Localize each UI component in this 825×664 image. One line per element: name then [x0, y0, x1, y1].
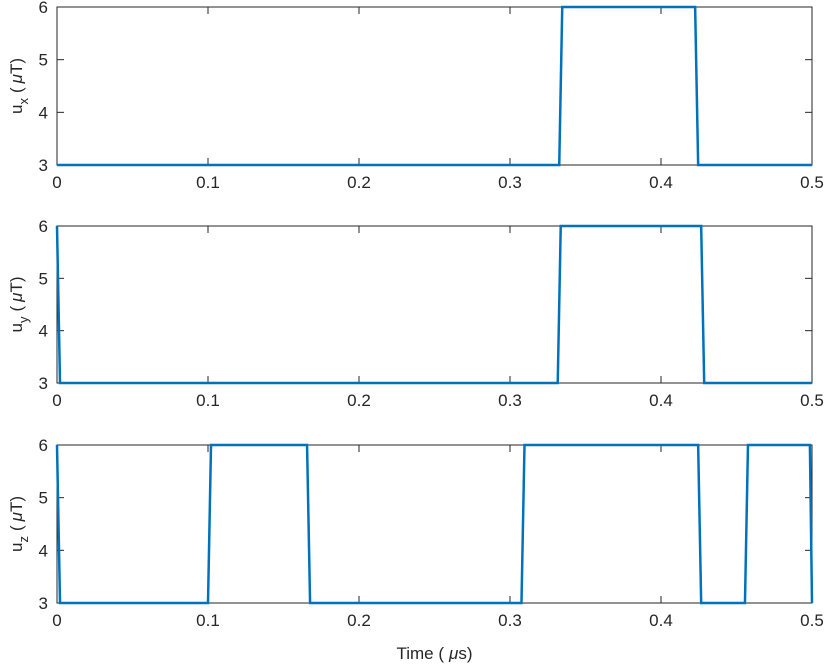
x-tick-label: 0.4: [649, 391, 673, 410]
y-axis-label-main: u: [7, 105, 26, 114]
y-axis-label-mu: μ: [7, 511, 26, 522]
x-tick-label: 0.3: [498, 391, 522, 410]
x-tick-label: 0.5: [800, 611, 824, 630]
series-line: [55, 443, 814, 605]
y-tick-label: 6: [39, 436, 48, 455]
x-tick-label: 0: [52, 173, 61, 192]
x-axis-label: Time (μs): [396, 644, 472, 663]
y-tick-label: 5: [39, 51, 48, 70]
y-tick-label: 4: [39, 103, 48, 122]
subplot-2: 0 0.1 0.2 0.3 0.4 0.5 3 4 5 6 uy ( μT): [7, 217, 824, 410]
x-tick-label: 0.2: [347, 391, 371, 410]
y-axis-label-unit: T): [7, 496, 26, 512]
y-axis-label: ux ( μT): [7, 58, 31, 114]
x-tick-label: 0.5: [800, 391, 824, 410]
y-axis-label-mu: μ: [7, 292, 26, 303]
y-axis-label-paren: (: [7, 306, 26, 312]
y-axis-label-unit: T): [7, 276, 26, 292]
y-axis-label-subscript: x: [16, 98, 31, 105]
y-axis-label-mu: μ: [7, 73, 26, 84]
x-tick-label: 0: [52, 611, 61, 630]
x-tick-label: 0: [52, 391, 61, 410]
y-axis-label-main: u: [7, 323, 26, 332]
y-tick-label: 3: [39, 374, 48, 393]
y-tick-label: 3: [39, 594, 48, 613]
y-axis-label-paren: (: [7, 87, 26, 93]
series-line: [57, 5, 812, 167]
x-axis-label-prefix: Time (: [396, 644, 444, 663]
y-axis-label-unit: T): [7, 58, 26, 74]
x-tick-label: 0.1: [196, 611, 220, 630]
plot-area: [56, 6, 813, 166]
y-axis-label: uy ( μT): [7, 276, 31, 332]
x-tick-label: 0.3: [498, 611, 522, 630]
y-tick-label: 3: [39, 156, 48, 175]
x-tick-label: 0.2: [347, 611, 371, 630]
x-tick-label: 0.2: [347, 173, 371, 192]
x-axis-label-suffix: s): [458, 644, 472, 663]
x-tick-label: 0.4: [649, 173, 673, 192]
y-tick-label: 4: [39, 322, 48, 341]
y-tick-label: 4: [39, 541, 48, 560]
y-axis-label-main: u: [7, 543, 26, 552]
plot-area: [56, 225, 813, 384]
y-tick-label: 5: [39, 489, 48, 508]
x-tick-label: 0.5: [800, 173, 824, 192]
y-tick-label: 5: [39, 269, 48, 288]
x-axis-label-mu: μ: [448, 644, 459, 663]
series-line: [55, 224, 812, 385]
y-tick-label: 6: [39, 217, 48, 236]
x-tick-label: 0.4: [649, 611, 673, 630]
y-axis-label-subscript: y: [16, 316, 31, 323]
subplot-1: 0 0.1 0.2 0.3 0.4 0.5 3 4 5 6 ux ( μT): [7, 0, 824, 192]
x-tick-label: 0.1: [196, 173, 220, 192]
y-tick-label: 6: [39, 0, 48, 17]
y-axis-label-subscript: z: [16, 536, 31, 543]
y-axis-label-paren: (: [7, 525, 26, 531]
y-axis-label: uz ( μT): [7, 496, 31, 552]
x-tick-label: 0.1: [196, 391, 220, 410]
x-tick-label: 0.3: [498, 173, 522, 192]
